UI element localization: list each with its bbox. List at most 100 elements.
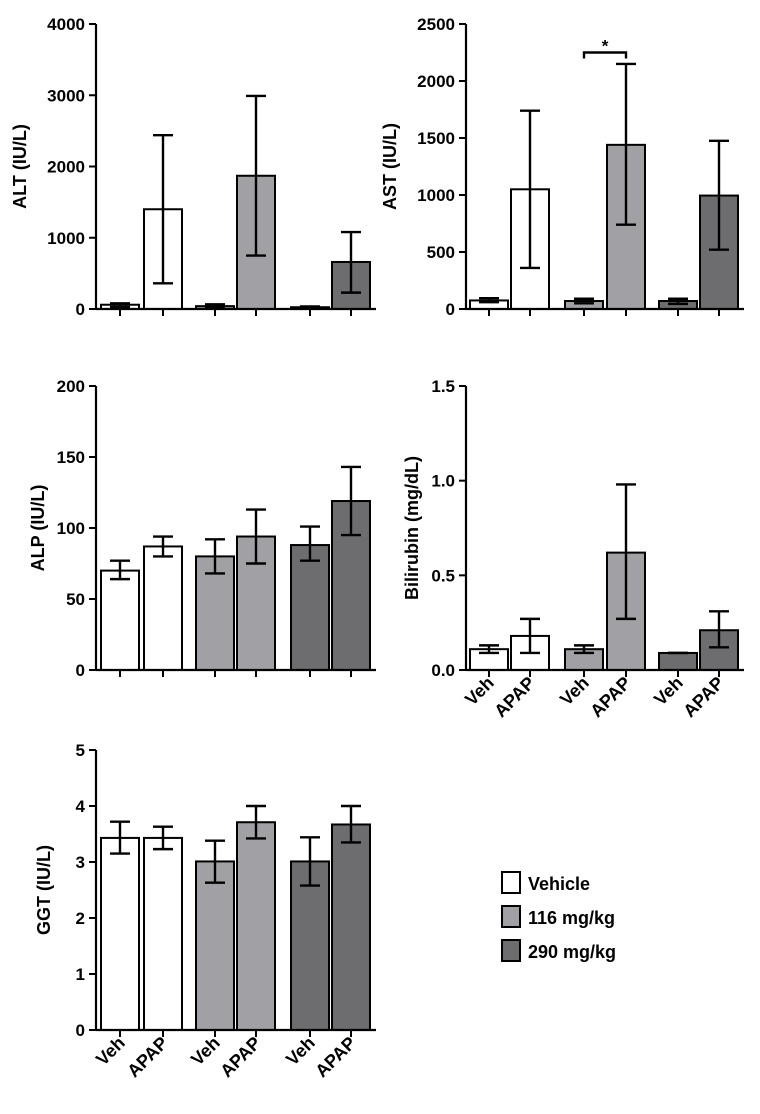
bar-alp-1 <box>100 569 140 671</box>
error-bar-ast-3 <box>574 297 594 305</box>
y-tick-label: 1500 <box>417 129 455 148</box>
y-tick-label: 2 <box>76 909 85 928</box>
y-tick-label: 500 <box>427 243 455 262</box>
y-tick-label: 5 <box>76 741 85 760</box>
y-tick-label: 2500 <box>417 15 455 34</box>
error-bar-alp-1 <box>110 559 130 581</box>
bar-ggt-4 <box>236 821 276 1031</box>
bar-bilirubin-5 <box>658 651 698 672</box>
y-tick-label: 1.0 <box>431 472 455 491</box>
y-tick-label: 0 <box>76 661 85 680</box>
error-bar-alp-3 <box>205 538 225 575</box>
y-axis-label-alp: ALP (IU/L) <box>28 485 48 572</box>
bar-ggt-5 <box>290 860 330 1031</box>
y-tick-label: 0.5 <box>431 566 455 585</box>
y-tick-label: 4 <box>76 797 86 816</box>
error-bar-bilirubin-6 <box>709 610 729 649</box>
error-bar-bilirubin-3 <box>574 644 594 655</box>
error-bar-alp-4 <box>246 508 266 565</box>
y-axis-label-bilirubin: Bilirubin (mg/dL) <box>402 456 422 600</box>
error-bar-ast-6 <box>709 139 729 251</box>
charts-container: 0 1000 2000 3 0 0 0 4000 ALT (IU/L) 0 500 1000 1500 2… <box>10 15 744 1081</box>
y-tick-label: 200 <box>57 377 85 396</box>
category-label: APAP <box>123 1033 172 1082</box>
legend-label-290: 290 mg/kg <box>528 942 616 962</box>
error-bar-ggt-2 <box>153 825 173 851</box>
y-tick-label: 150 <box>57 448 85 467</box>
error-bar-ast-4 <box>616 62 636 226</box>
bar-ggt-2 <box>143 836 183 1031</box>
y-axis-label-ast: AST (IU/L) <box>380 123 400 210</box>
error-bar-alt-3 <box>205 303 225 309</box>
error-bar-alt-1 <box>110 302 130 309</box>
error-bar-alt-6 <box>341 230 361 294</box>
error-bar-ast-2 <box>520 109 540 270</box>
category-label: APAP <box>216 1033 265 1082</box>
error-bar-ggt-4 <box>246 804 266 840</box>
legend-label-vehicle: Vehicle <box>528 874 590 894</box>
y-tick-label: 1 <box>76 965 85 984</box>
error-bar-alp-5 <box>300 525 320 562</box>
y-tick-label: 50 <box>66 590 85 609</box>
error-bar-ggt-1 <box>110 820 130 855</box>
error-bar-bilirubin-4 <box>616 483 636 621</box>
legend-item-vehicle: Vehicle <box>501 871 590 894</box>
y-tick-label: 0 <box>76 1021 85 1040</box>
bar-ggt-1 <box>100 836 140 1031</box>
legend-label-116: 116 mg/kg <box>528 908 615 928</box>
y-tick-label: 0.0 <box>431 661 455 680</box>
y-tick-label: 1000 <box>47 229 85 248</box>
error-bar-ast-5 <box>668 297 688 306</box>
error-bar-ggt-3 <box>205 839 225 884</box>
error-bar-ast-1 <box>479 296 499 304</box>
legend-swatch-116 <box>501 905 521 928</box>
error-bar-ggt-6 <box>341 804 361 844</box>
category-label: APAP <box>490 673 539 722</box>
error-bar-bilirubin-1 <box>479 644 499 655</box>
category-label: APAP <box>679 673 728 722</box>
bar-alp-6 <box>331 500 371 671</box>
significance-star: * <box>602 37 609 56</box>
error-bar-alp-2 <box>153 535 173 558</box>
y-tick-label: 1.5 <box>431 377 455 396</box>
y-tick-label: 2000 <box>417 72 455 91</box>
bar-alp-2 <box>143 545 183 672</box>
y-tick-label: 100 <box>57 519 85 538</box>
error-bar-alt-4 <box>246 94 266 257</box>
bar-ggt-3 <box>195 860 235 1031</box>
bracket-line <box>582 51 628 59</box>
error-bar-alp-6 <box>341 465 361 537</box>
bar-alp-3 <box>195 555 235 672</box>
legend: Vehicle 116 mg/kg 290 mg/kg <box>501 871 616 962</box>
bar-ggt-6 <box>331 823 371 1031</box>
y-axis-label-ggt: GGT (IU/L) <box>34 845 54 935</box>
chart-alp: 0 50 100 150 200 ALP (IU/L) <box>28 377 376 680</box>
y-tick-label: 3 <box>76 853 85 872</box>
legend-item-290: 290 mg/kg <box>501 939 616 962</box>
bar-alp-5 <box>290 544 330 671</box>
y-tick-label: 4000 <box>47 15 85 34</box>
y-tick-label: 2000 <box>47 158 85 177</box>
error-bar-ggt-5 <box>300 836 320 887</box>
significance-bracket: * <box>582 37 628 59</box>
error-bar-bilirubin-2 <box>520 617 540 655</box>
legend-swatch-290 <box>501 939 521 962</box>
y-tick-label: 0 <box>446 300 455 319</box>
error-bar-alt-5 <box>300 305 320 310</box>
category-label: APAP <box>586 673 635 722</box>
y-axis-label-alt: ALT (IU/L) <box>10 124 30 209</box>
category-label: Veh <box>556 673 593 710</box>
legend-swatch-vehicle <box>501 871 521 894</box>
y-tick-label: 0 <box>76 300 85 319</box>
error-bar-alt-2 <box>153 133 173 285</box>
category-label: APAP <box>311 1033 360 1082</box>
chart-ast: 0 500 1000 1500 2000 2500 AST (IU/L) * <box>380 15 744 319</box>
bar-ast-4 <box>606 143 646 310</box>
y-tick-label: 1000 <box>417 186 455 205</box>
category-label: Veh <box>92 1033 129 1070</box>
legend-item-116: 116 mg/kg <box>501 905 615 928</box>
chart-alt: 0 1000 2000 3000 4000 ALT (IU/L) <box>10 15 376 319</box>
